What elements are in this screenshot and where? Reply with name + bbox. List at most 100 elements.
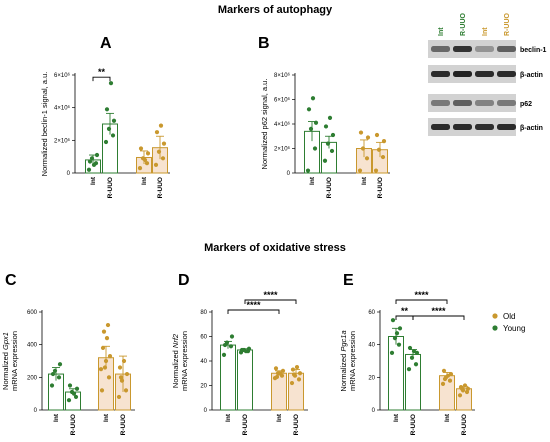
significance-bracket: **: [92, 67, 111, 82]
section-title-oxidative: Markers of oxidative stress: [204, 242, 346, 254]
blot-band-label: beclin-1: [520, 47, 547, 54]
data-point: [390, 318, 396, 323]
data-point: [102, 365, 108, 370]
data-point: [154, 130, 160, 135]
data-point: [119, 378, 125, 383]
data-point: [50, 371, 56, 377]
y-axis-label-line2: mRNA expression: [180, 331, 189, 391]
significance-bracket: ****: [412, 306, 465, 320]
blot-band: [453, 71, 472, 77]
data-point: [294, 365, 300, 370]
bar: [388, 336, 404, 411]
data-point: [110, 133, 116, 138]
data-point: [329, 148, 335, 154]
data-point: [158, 123, 164, 128]
data-point: [116, 394, 122, 400]
data-point: [447, 378, 453, 383]
significance-label: **: [98, 67, 106, 77]
data-point: [376, 147, 382, 152]
y-axis-label: Normalized Gpx1: [1, 332, 10, 390]
blot-band: [453, 46, 472, 52]
data-point: [396, 342, 402, 347]
legend-label: Young: [503, 324, 525, 333]
data-point: [137, 166, 143, 171]
data-point: [108, 81, 114, 86]
data-point: [464, 389, 470, 395]
data-point: [360, 146, 366, 151]
data-point: [327, 115, 333, 120]
data-point: [104, 336, 110, 341]
category-label: R-UUO: [326, 177, 333, 198]
data-point: [441, 368, 447, 373]
data-point: [389, 350, 395, 355]
section-title-autophagy: Markers of autophagy: [218, 4, 333, 16]
data-point: [94, 152, 100, 158]
y-tick-label: 4×10⁶: [54, 105, 71, 112]
data-point: [89, 156, 95, 161]
category-label: R-UUO: [157, 177, 164, 198]
blot-band: [497, 124, 516, 130]
data-point: [222, 342, 228, 348]
data-point: [462, 383, 468, 388]
category-label: Int: [225, 413, 232, 422]
data-point: [229, 334, 235, 339]
category-label: R-UUO: [107, 177, 114, 198]
category-label: R-UUO: [70, 414, 77, 435]
data-point: [306, 107, 312, 112]
data-point: [313, 120, 319, 125]
chart-panel-d: D 0 20 40 60 80 Normalized Nrf2 mRNA expression…: [171, 272, 308, 435]
y-tick-label: 6×10⁶: [54, 72, 71, 79]
blot-lane-label: R-UUO: [460, 13, 467, 36]
data-point: [107, 354, 113, 359]
blot-band: [475, 46, 494, 52]
y-axis-label-gene: Nrf2: [171, 333, 180, 348]
data-point: [330, 132, 336, 138]
data-point: [56, 375, 62, 380]
data-point: [86, 167, 92, 172]
data-point: [73, 394, 79, 400]
panel-label: A: [100, 35, 112, 52]
data-point: [365, 135, 371, 140]
y-tick-label: 2×10⁶: [274, 146, 291, 153]
y-tick-label: 20: [368, 375, 375, 381]
category-label: Int: [276, 413, 283, 422]
data-point: [160, 156, 166, 161]
data-point: [105, 322, 111, 328]
blot-band: [431, 100, 450, 106]
category-label: Int: [444, 413, 451, 422]
data-point: [357, 168, 363, 173]
y-tick-label: 60: [368, 310, 375, 316]
y-axis-label: Normalized Nrf2: [171, 333, 180, 388]
y-tick-label: 0: [287, 171, 291, 177]
data-point: [124, 371, 130, 377]
blot-band: [453, 100, 472, 106]
y-axis-label-text: Normalized: [1, 350, 10, 390]
data-point: [442, 376, 448, 382]
data-point: [111, 118, 117, 123]
bracket-line: [244, 299, 297, 304]
blot-band-label: β-actin: [520, 72, 543, 79]
data-point: [465, 386, 471, 391]
blot-band: [497, 46, 516, 52]
bracket-line: [412, 315, 465, 320]
chart-panel-e: E 0 20 40 60 Normalized Pgc1a mRNA expression I…: [339, 272, 475, 435]
data-point: [87, 159, 93, 164]
data-point: [394, 331, 400, 336]
blot-band-label: β-actin: [520, 125, 543, 132]
data-point: [117, 365, 123, 370]
data-point: [123, 388, 129, 393]
data-point: [142, 157, 148, 163]
data-point: [374, 132, 380, 138]
data-point: [98, 367, 104, 372]
significance-label: **: [401, 306, 409, 316]
y-axis-label-text: Normalized: [171, 348, 180, 388]
data-point: [373, 168, 379, 173]
y-tick-label: 600: [27, 310, 38, 316]
data-point: [228, 344, 234, 349]
blot-band: [475, 100, 494, 106]
data-point: [380, 154, 386, 160]
data-point: [308, 126, 314, 131]
category-label: Int: [90, 176, 97, 185]
blot-band: [431, 46, 450, 52]
